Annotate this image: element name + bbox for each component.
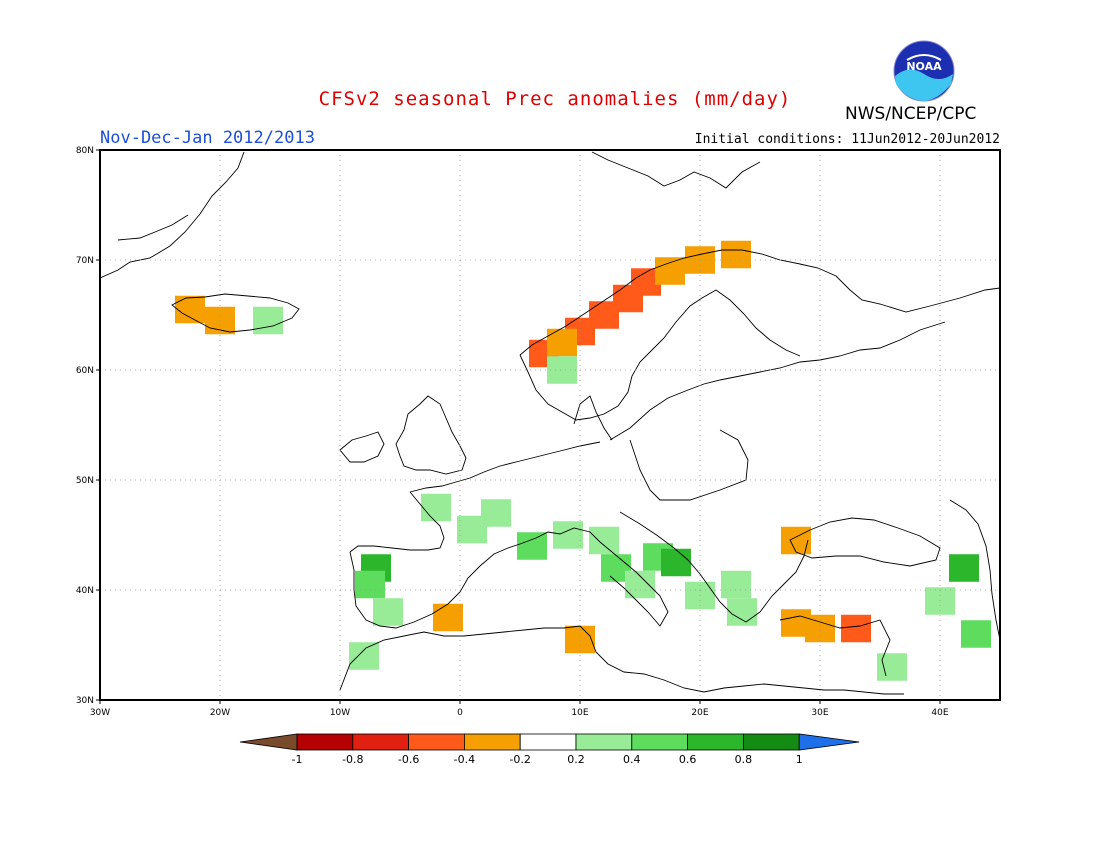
x-tick-label: 20W <box>210 708 230 718</box>
colorbar-box <box>687 733 744 751</box>
anomaly-cell <box>961 620 991 648</box>
colorbar-label: 0.8 <box>735 753 753 766</box>
anomaly-cell <box>661 548 691 577</box>
colorbar-label: 1 <box>796 753 803 766</box>
colorbar-arrow-left <box>239 733 298 751</box>
x-tick-label: 0 <box>457 708 463 718</box>
x-tick-label: 30E <box>811 708 828 718</box>
colorbar: -1 -0.8 -0.6 -0.4 -0.2 0.2 0.4 0.6 0.8 1 <box>239 733 860 766</box>
y-tick-label: 30N <box>76 696 94 706</box>
colorbar-label: -0.4 <box>454 753 475 766</box>
anomaly-cell <box>553 521 583 549</box>
x-tick-label: 40E <box>931 708 948 718</box>
x-tick-label: 20E <box>691 708 708 718</box>
noaa-logo-text: NOAA <box>906 60 942 73</box>
anomaly-cell <box>547 328 577 357</box>
colorbar-label: -0.2 <box>509 753 530 766</box>
colorbar-label: -0.6 <box>398 753 419 766</box>
colorbar-box <box>463 733 521 751</box>
noaa-logo: NOAA <box>893 40 955 102</box>
anomaly-cell <box>481 499 511 527</box>
anomaly-cell <box>655 257 685 285</box>
anomaly-cell <box>565 625 595 654</box>
y-tick-label: 40N <box>76 586 94 596</box>
y-tick-label: 80N <box>76 146 94 156</box>
colorbar-label: 0.6 <box>679 753 697 766</box>
colorbar-label: 0.4 <box>623 753 641 766</box>
colorbar-arrow-right <box>798 733 860 751</box>
anomaly-cell <box>727 598 757 626</box>
anomaly-cell <box>421 493 451 522</box>
chart-title: CFSv2 seasonal Prec anomalies (mm/day) <box>318 88 792 110</box>
map-frame <box>99 149 1001 701</box>
map-grid <box>100 150 1000 700</box>
colorbar-label: 0.2 <box>567 753 585 766</box>
y-tick-label: 60N <box>76 366 94 376</box>
colorbar-box <box>519 733 577 751</box>
anomaly-cell <box>349 642 379 670</box>
x-tick-label: 10E <box>571 708 588 718</box>
anomaly-cell <box>355 570 385 599</box>
forecast-period: Nov-Dec-Jan 2012/2013 <box>100 128 315 148</box>
colorbar-box <box>408 733 465 751</box>
coastlines <box>100 151 1000 695</box>
colorbar-box <box>575 733 633 751</box>
anomaly-cell <box>175 295 205 324</box>
anomaly-cell <box>877 653 907 681</box>
anomaly-cell <box>721 240 751 269</box>
anomaly-cell <box>547 356 577 384</box>
colorbar-box <box>743 733 800 751</box>
anomaly-cell <box>721 570 751 599</box>
colorbar-box <box>631 733 688 751</box>
y-tick-label: 70N <box>76 256 94 266</box>
axis-ticks: 30W 20W 10W 0 10E 20E 30E 40E 30N 40N 50N 60N 70N 80N <box>76 146 949 718</box>
anomaly-cell <box>841 614 871 643</box>
colorbar-box <box>296 733 354 751</box>
anomaly-cell <box>781 526 811 555</box>
initial-conditions: Initial conditions: 11Jun2012-20Jun2012 <box>694 132 1000 147</box>
anomaly-cells <box>175 240 991 681</box>
x-tick-label: 10W <box>330 708 350 718</box>
colorbar-box <box>352 733 409 751</box>
anomaly-cell <box>253 306 283 335</box>
colorbar-label: -1 <box>292 753 303 766</box>
anomaly-cell <box>517 532 547 560</box>
colorbar-label: -0.8 <box>342 753 363 766</box>
anomaly-cell <box>589 526 619 555</box>
anomaly-cell <box>949 554 979 582</box>
agency-label: NWS/NCEP/CPC <box>845 104 977 124</box>
y-tick-label: 50N <box>76 476 94 486</box>
x-tick-label: 30W <box>90 708 110 718</box>
anomaly-cell <box>433 603 463 632</box>
anomaly-cell <box>373 598 403 626</box>
